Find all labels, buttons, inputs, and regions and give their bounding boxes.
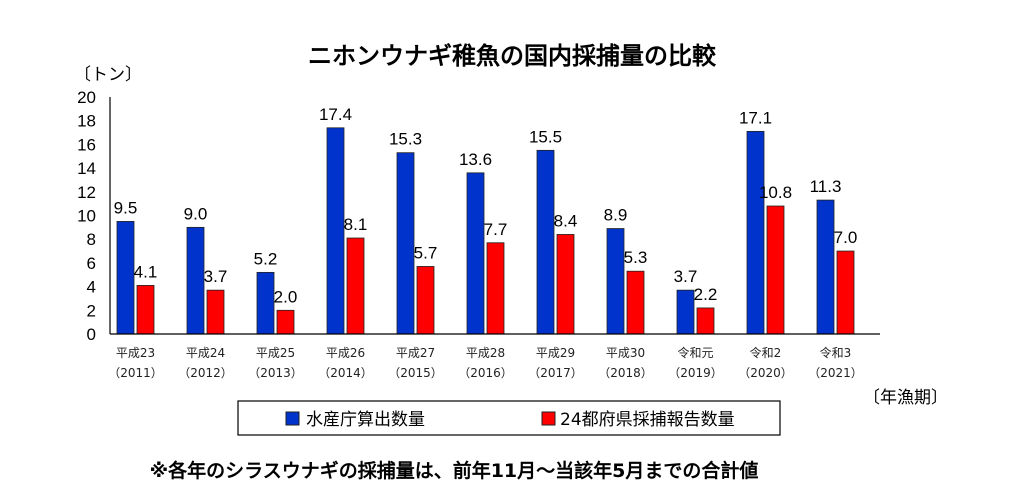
bar-prefecture-report xyxy=(206,289,225,335)
y-tick-label: 2 xyxy=(87,301,96,320)
y-tick-label: 14 xyxy=(77,159,96,178)
x-tick-label-era: 平成30 xyxy=(606,346,645,360)
x-tick-label-era: 令和元 xyxy=(677,345,713,360)
data-labels: 9.5 9.0 5.2 17.4 15.3 13.6 15.5 8.9 3.7 17.1 11.3 4… xyxy=(114,105,858,306)
x-tick-label-era: 平成28 xyxy=(466,346,505,360)
y-tick-label: 10 xyxy=(77,207,96,226)
data-label: 13.6 xyxy=(459,150,492,169)
x-tick-label-year: （2021） xyxy=(808,366,863,380)
x-tick-label-year: （2012） xyxy=(178,366,233,380)
data-label: 5.2 xyxy=(254,249,278,268)
y-tick-label: 12 xyxy=(77,183,96,202)
legend-box xyxy=(237,400,781,436)
bar-suisancho xyxy=(466,172,485,335)
bar-prefecture-report xyxy=(346,237,365,335)
bar-suisancho xyxy=(326,127,345,335)
data-label: 17.1 xyxy=(739,108,772,127)
data-label: 15.5 xyxy=(529,127,562,146)
bar-suisancho xyxy=(256,271,275,335)
x-tick-label-year: （2011） xyxy=(108,366,163,380)
legend-label-prefecture-report: 24都府県採捕報告数量 xyxy=(560,410,735,430)
data-label: 7.7 xyxy=(484,220,508,239)
footnote: ※各年のシラスウナギの採捕量は、前年11月～当該年5月までの合計値 xyxy=(150,459,759,482)
x-tick-label-era: 平成29 xyxy=(536,346,575,360)
y-tick-label: 8 xyxy=(87,230,96,249)
legend-swatch-prefecture-report xyxy=(541,411,556,426)
bar-prefecture-report xyxy=(486,242,505,335)
bar-suisancho xyxy=(186,226,205,335)
data-label: 17.4 xyxy=(319,105,352,124)
data-label: 8.4 xyxy=(554,211,578,230)
x-tick-label-year: （2020） xyxy=(738,366,793,380)
y-tick-label: 4 xyxy=(87,278,96,297)
data-label: 2.2 xyxy=(694,285,718,304)
legend: 水産庁算出数量 24都府県採捕報告数量 xyxy=(237,400,781,436)
x-tick-label-year: （2019） xyxy=(668,366,723,380)
bar-suisancho xyxy=(676,289,695,335)
data-label: 3.7 xyxy=(674,267,698,286)
legend-label-suisancho: 水産庁算出数量 xyxy=(306,410,425,430)
data-label: 8.9 xyxy=(604,206,628,225)
data-label: 8.1 xyxy=(344,215,368,234)
x-tick-label-year: （2015） xyxy=(388,366,443,380)
data-label: 15.3 xyxy=(389,130,422,149)
x-axis-unit-label: 〔年漁期〕 xyxy=(863,388,948,408)
data-label: 3.7 xyxy=(204,267,228,286)
y-axis-ticks: 0 2 4 6 8 10 12 14 16 18 20 xyxy=(77,88,96,344)
data-label: 9.5 xyxy=(114,198,138,217)
x-tick-label-year: （2016） xyxy=(458,366,513,380)
bars xyxy=(116,127,855,335)
x-tick-label-era: 平成25 xyxy=(256,346,295,360)
data-label: 9.0 xyxy=(184,204,208,223)
bar-prefecture-report xyxy=(766,205,785,335)
data-label: 4.1 xyxy=(134,262,158,281)
x-tick-label-era: 令和2 xyxy=(750,345,782,360)
data-label: 2.0 xyxy=(274,287,298,306)
data-label: 11.3 xyxy=(810,177,842,196)
bar-prefecture-report xyxy=(696,307,715,335)
x-tick-label-era: 平成23 xyxy=(116,346,155,360)
bar-prefecture-report xyxy=(556,234,575,335)
chart-title: ニホンウナギ稚魚の国内採捕量の比較 xyxy=(308,42,717,70)
bar-prefecture-report xyxy=(626,270,645,335)
data-label: 7.0 xyxy=(834,228,858,247)
y-axis-unit-label: 〔トン〕 xyxy=(74,65,142,85)
bar-suisancho xyxy=(536,149,555,335)
bar-prefecture-report xyxy=(836,250,855,335)
x-tick-label-year: （2017） xyxy=(528,366,583,380)
bar-suisancho xyxy=(606,228,625,335)
bar-suisancho xyxy=(396,152,415,335)
bar-prefecture-report xyxy=(416,266,435,335)
x-axis-categories: 平成23 （2011） 平成24 （2012） 平成25 （2013） 平成26 （2014）… xyxy=(108,345,863,380)
x-tick-label-year: （2014） xyxy=(318,366,373,380)
y-tick-label: 18 xyxy=(77,112,96,131)
y-tick-label: 0 xyxy=(87,325,96,344)
x-tick-label-era: 令和3 xyxy=(820,345,852,360)
bar-suisancho xyxy=(746,130,765,335)
x-tick-label-era: 平成26 xyxy=(326,346,365,360)
data-label: 5.3 xyxy=(624,248,648,267)
x-tick-label-year: （2018） xyxy=(598,366,653,380)
bar-prefecture-report xyxy=(136,285,155,335)
data-label: 5.7 xyxy=(414,243,438,262)
data-label: 10.8 xyxy=(759,183,792,202)
bar-suisancho xyxy=(816,199,835,335)
y-tick-label: 6 xyxy=(87,254,96,273)
x-tick-label-year: （2013） xyxy=(248,366,303,380)
x-tick-label-era: 平成27 xyxy=(396,346,435,360)
x-tick-label-era: 平成24 xyxy=(186,346,225,360)
y-tick-label: 20 xyxy=(77,88,96,107)
legend-swatch-suisancho xyxy=(285,411,300,426)
y-tick-label: 16 xyxy=(77,135,96,154)
bar-suisancho xyxy=(116,221,135,335)
bar-prefecture-report xyxy=(276,309,295,335)
